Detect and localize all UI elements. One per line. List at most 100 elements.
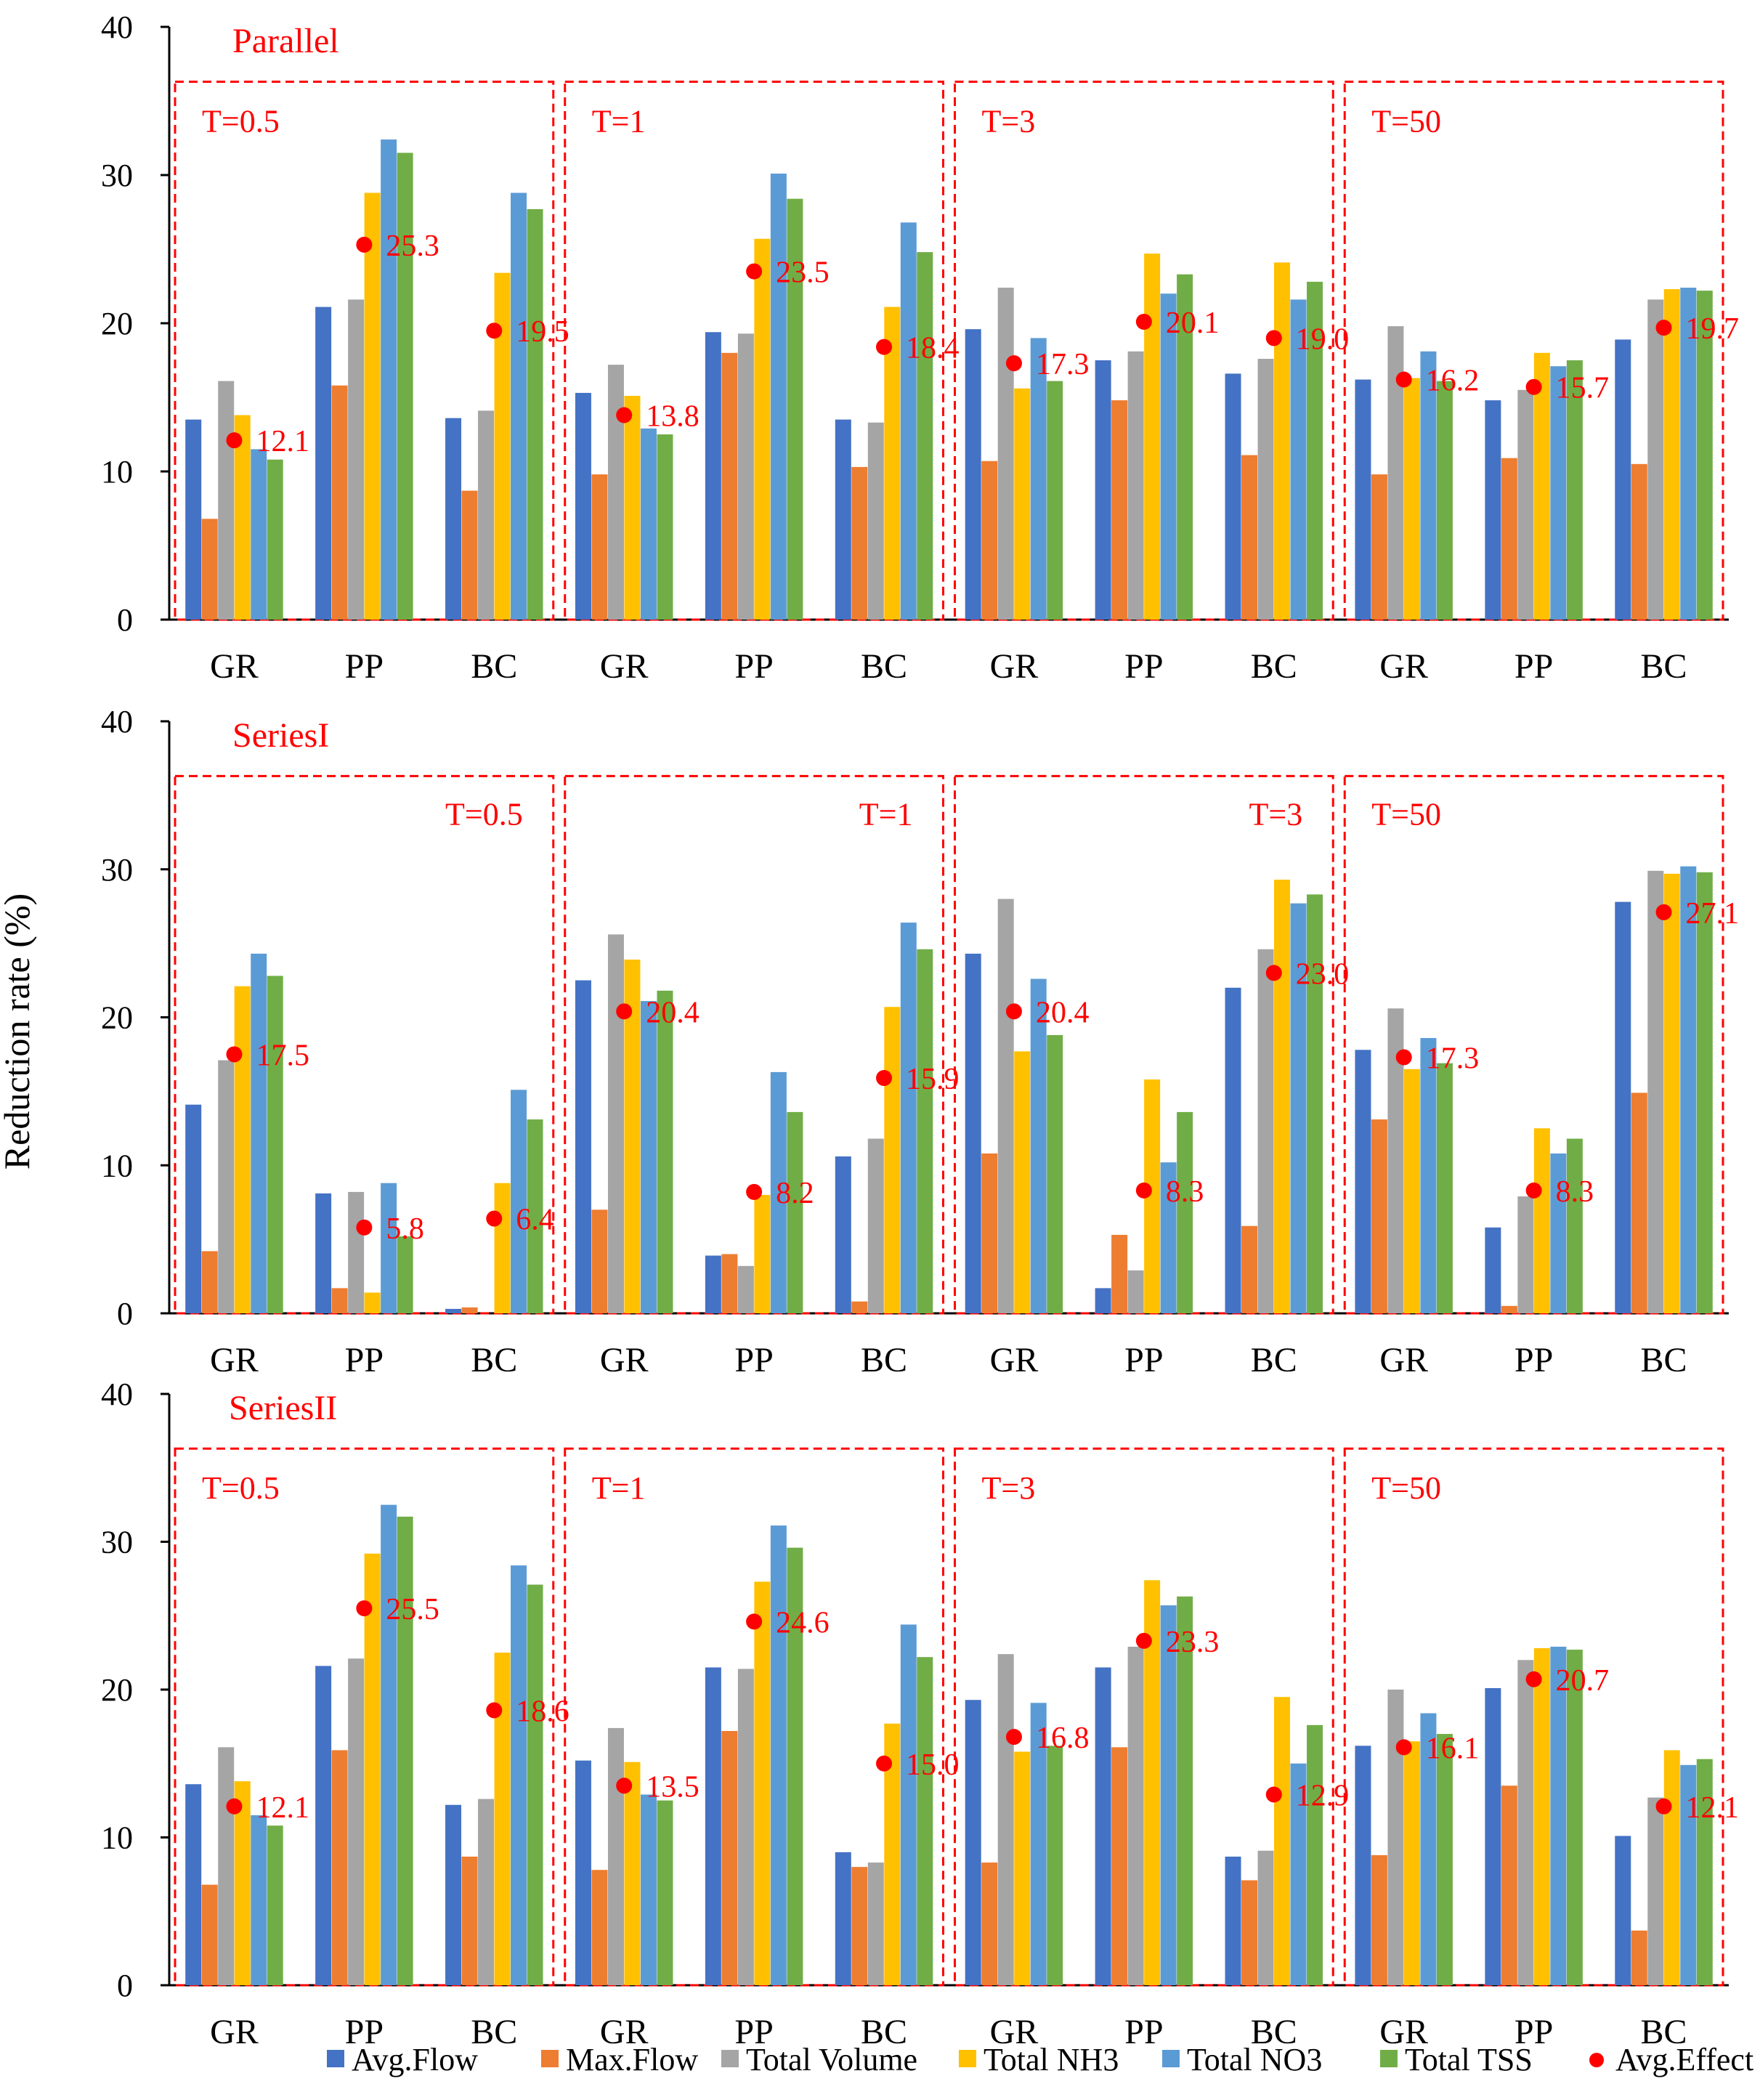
x-tick-label: BC [861, 2013, 907, 2051]
bar-avg-flow [1485, 1227, 1501, 1313]
avg-effect-point [226, 432, 243, 449]
avg-effect-point [1395, 1739, 1412, 1756]
bar-max-flow [981, 1862, 998, 1985]
bar-avg-flow [445, 418, 462, 620]
bar-avg-flow [1355, 1050, 1371, 1313]
bar-total-no3 [1290, 299, 1307, 620]
avg-effect-label: 13.8 [646, 400, 699, 433]
avg-effect-point [1395, 1049, 1412, 1066]
x-tick-label: PP [1124, 647, 1163, 686]
bar-total-tss [1436, 1063, 1453, 1313]
bar-total-tss [527, 1119, 543, 1313]
avg-effect-point [226, 1798, 243, 1815]
bar-avg-flow [1485, 1687, 1501, 1985]
bar-avg-flow [315, 307, 332, 620]
bar-max-flow [331, 1288, 348, 1313]
bar-max-flow [1631, 463, 1647, 620]
bar-max-flow [1371, 1854, 1387, 1985]
avg-effect-label: 5.8 [386, 1212, 424, 1246]
avg-effect-label: 25.3 [386, 230, 439, 263]
bar-total-no3 [640, 1794, 657, 1985]
bar-avg-flow [1225, 373, 1241, 620]
bar-total-volume [607, 365, 624, 620]
group-label: T=1 [592, 104, 646, 139]
avg-effect-point [616, 407, 633, 423]
avg-effect-label: 13.5 [646, 1770, 699, 1804]
bar-total-nh3 [624, 395, 641, 620]
bar-avg-flow [1095, 1288, 1111, 1313]
bar-total-nh3 [1403, 378, 1420, 620]
bar-total-tss [1566, 1650, 1583, 1985]
avg-effect-label: 18.4 [906, 332, 960, 365]
x-tick-label: GR [210, 2013, 259, 2051]
bar-max-flow [1241, 1225, 1258, 1313]
legend-marker-max-flow [541, 2050, 559, 2067]
avg-effect-label: 19.0 [1296, 323, 1350, 356]
y-tick-label: 30 [101, 158, 133, 193]
bar-total-volume [997, 899, 1014, 1313]
bar-total-volume [348, 299, 365, 620]
x-tick-label: GR [1379, 647, 1428, 686]
bar-total-tss [397, 1236, 413, 1313]
y-tick-label: 40 [101, 704, 133, 739]
avg-effect-label: 17.5 [256, 1039, 309, 1072]
x-tick-label: BC [1641, 1341, 1687, 1379]
avg-effect-label: 12.1 [256, 425, 309, 458]
bar-avg-flow [445, 1804, 462, 1985]
legend-label: Avg.Effect [1615, 2042, 1753, 2077]
bar-total-volume [218, 1060, 235, 1313]
x-tick-label: GR [990, 1341, 1039, 1379]
bar-max-flow [1241, 1880, 1258, 1985]
bar-total-volume [867, 422, 884, 620]
y-tick-label: 20 [101, 1672, 133, 1708]
avg-effect-label: 17.3 [1426, 1042, 1480, 1076]
bar-total-tss [1696, 1759, 1713, 1985]
y-tick-label: 0 [117, 1296, 133, 1331]
avg-effect-label: 18.6 [516, 1695, 569, 1728]
bar-max-flow [1111, 400, 1128, 620]
bar-total-tss [657, 434, 673, 620]
x-tick-label: GR [600, 647, 649, 686]
bar-max-flow [721, 352, 738, 620]
x-tick-label: BC [1641, 647, 1687, 686]
avg-effect-point [1135, 1632, 1152, 1649]
bar-max-flow [851, 466, 868, 620]
bar-total-no3 [900, 923, 917, 1313]
avg-effect-label: 12.1 [256, 1791, 309, 1825]
bar-total-volume [997, 288, 1014, 620]
bar-total-volume [1517, 1196, 1534, 1313]
bar-total-nh3 [1403, 1741, 1420, 1985]
bar-max-flow [981, 1153, 998, 1313]
avg-effect-point [616, 1003, 633, 1020]
bar-total-tss [917, 252, 933, 620]
avg-effect-label: 25.5 [386, 1593, 439, 1626]
bar-total-volume [1647, 870, 1664, 1313]
x-tick-label: GR [210, 1341, 259, 1379]
avg-effect-point [1525, 1182, 1542, 1199]
bar-total-nh3 [754, 238, 771, 620]
bar-total-nh3 [234, 986, 251, 1313]
y-tick-label: 30 [101, 1525, 133, 1560]
bar-total-volume [1647, 299, 1664, 620]
bar-avg-flow [835, 419, 851, 620]
bar-total-tss [917, 949, 933, 1313]
bar-max-flow [1631, 1930, 1647, 1985]
group-label: T=3 [982, 104, 1036, 139]
bar-total-no3 [640, 428, 657, 620]
bar-total-nh3 [1274, 880, 1291, 1313]
y-tick-label: 0 [117, 602, 133, 638]
y-tick-label: 10 [101, 1820, 133, 1856]
x-tick-label: PP [1124, 2013, 1163, 2051]
bar-total-nh3 [754, 1195, 771, 1313]
bar-max-flow [461, 1856, 478, 1985]
avg-effect-label: 23.3 [1166, 1626, 1220, 1659]
group-label: T=0.5 [202, 104, 280, 139]
bar-total-tss [267, 976, 283, 1313]
legend-marker-total-volume [721, 2050, 739, 2067]
bar-total-volume [1517, 1660, 1534, 1985]
bar-total-nh3 [1403, 1069, 1420, 1313]
x-tick-label: BC [471, 1341, 517, 1379]
x-tick-label: PP [345, 1341, 384, 1379]
bar-max-flow [1501, 458, 1517, 620]
